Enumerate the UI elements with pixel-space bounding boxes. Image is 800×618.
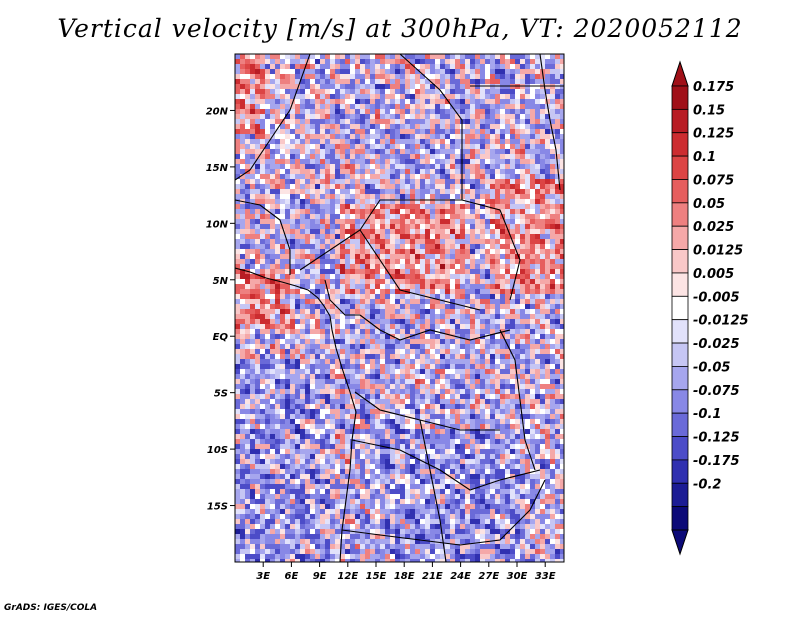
- colorbar-segment: [671, 412, 689, 437]
- colorbar-label: 0.05: [693, 197, 725, 212]
- colorbar-label: -0.125: [693, 431, 740, 446]
- political-boundaries: [235, 54, 564, 562]
- colorbar-max-arrow: [671, 60, 689, 87]
- plot-title: Vertical velocity [m/s] at 300hPa, VT: 2…: [57, 14, 743, 43]
- lon-tick-label: 9E: [313, 571, 327, 582]
- colorbar-segment: [671, 295, 689, 321]
- lon-tick-label: 21E: [422, 571, 443, 582]
- colorbar-label: 0.0125: [693, 244, 743, 259]
- border: [351, 439, 541, 491]
- colorbar-segment: [671, 272, 689, 297]
- lat-tick-label: 15S: [207, 502, 228, 513]
- border: [359, 314, 511, 341]
- coastline-east: [539, 54, 561, 191]
- coastline: [235, 267, 357, 562]
- colorbar-segment: [671, 155, 689, 180]
- border: [235, 199, 291, 275]
- colorbar-label: -0.075: [693, 384, 740, 399]
- colorbar-segment: [671, 202, 689, 227]
- latitude-axis: 20N 15N 10N 5N EQ 5S 10S 15S: [206, 106, 235, 513]
- colorbar-segment: [671, 319, 689, 344]
- lat-tick-label: EQ: [213, 332, 229, 343]
- colorbar-segment: [671, 389, 689, 414]
- lat-tick-label: 5S: [214, 389, 228, 400]
- colorbar-label: 0.1: [693, 150, 716, 165]
- colorbar-label: 0.125: [693, 127, 734, 142]
- lat-tick-label: 20N: [206, 106, 229, 117]
- lon-tick-label: 24E: [450, 571, 471, 582]
- colorbar-segment: [671, 482, 689, 508]
- colorbar-label: 0.075: [693, 173, 734, 188]
- colorbar-label: 0.15: [693, 103, 725, 118]
- border: [461, 199, 521, 301]
- colorbar-segment: [671, 108, 689, 134]
- colorbar-label: -0.025: [693, 337, 740, 352]
- colorbar-label: 0.005: [693, 267, 734, 282]
- lat-tick-label: 15N: [206, 163, 229, 174]
- colorbar-label: 0.175: [693, 80, 734, 95]
- border: [235, 54, 311, 181]
- border: [419, 419, 447, 562]
- colorbar-label: 0.025: [693, 220, 734, 235]
- colorbar-segment: [671, 342, 689, 367]
- colorbar-label: -0.1: [693, 407, 721, 422]
- border: [499, 329, 536, 471]
- colorbar-label: -0.0125: [693, 314, 749, 329]
- lon-tick-label: 3E: [256, 571, 270, 582]
- colorbar: 0.175 0.15 0.125 0.1 0.075 0.05 0.025 0.0125 0.0…: [671, 60, 749, 556]
- colorbar-label: -0.175: [693, 454, 740, 469]
- colorbar-segment: [671, 85, 689, 110]
- border: [324, 279, 360, 316]
- lat-tick-label: 5N: [213, 276, 229, 287]
- colorbar-segment: [671, 459, 689, 484]
- colorbar-segment: [671, 225, 689, 250]
- colorbar-label: -0.005: [693, 290, 740, 305]
- border: [310, 54, 463, 200]
- lat-tick-label: 10S: [207, 445, 228, 456]
- map-frame: [234, 53, 565, 563]
- lon-tick-label: 6E: [285, 571, 299, 582]
- longitude-axis: 3E 6E 9E 12E 15E 18E 21E 24E 27E 30E 33E: [256, 562, 556, 582]
- colorbar-segment: [671, 249, 689, 274]
- colorbar-segment: [671, 179, 689, 204]
- software-credit: GrADS: IGES/COLA: [4, 603, 98, 613]
- lon-tick-label: 12E: [337, 571, 358, 582]
- colorbar-segment: [671, 506, 689, 531]
- border: [341, 479, 546, 546]
- border: [359, 229, 481, 311]
- lon-tick-label: 27E: [478, 571, 499, 582]
- colorbar-segment: [671, 132, 689, 157]
- lon-tick-label: 30E: [507, 571, 528, 582]
- lat-tick-label: 10N: [206, 219, 229, 230]
- lon-tick-label: 18E: [394, 571, 415, 582]
- colorbar-label: -0.05: [693, 360, 730, 375]
- colorbar-min-arrow: [671, 529, 689, 556]
- lon-tick-label: 33E: [535, 571, 556, 582]
- colorbar-segment: [671, 366, 689, 391]
- colorbar-segment: [671, 436, 689, 461]
- lon-tick-label: 15E: [366, 571, 387, 582]
- velocity-field: [235, 54, 564, 562]
- colorbar-label: -0.2: [693, 477, 721, 492]
